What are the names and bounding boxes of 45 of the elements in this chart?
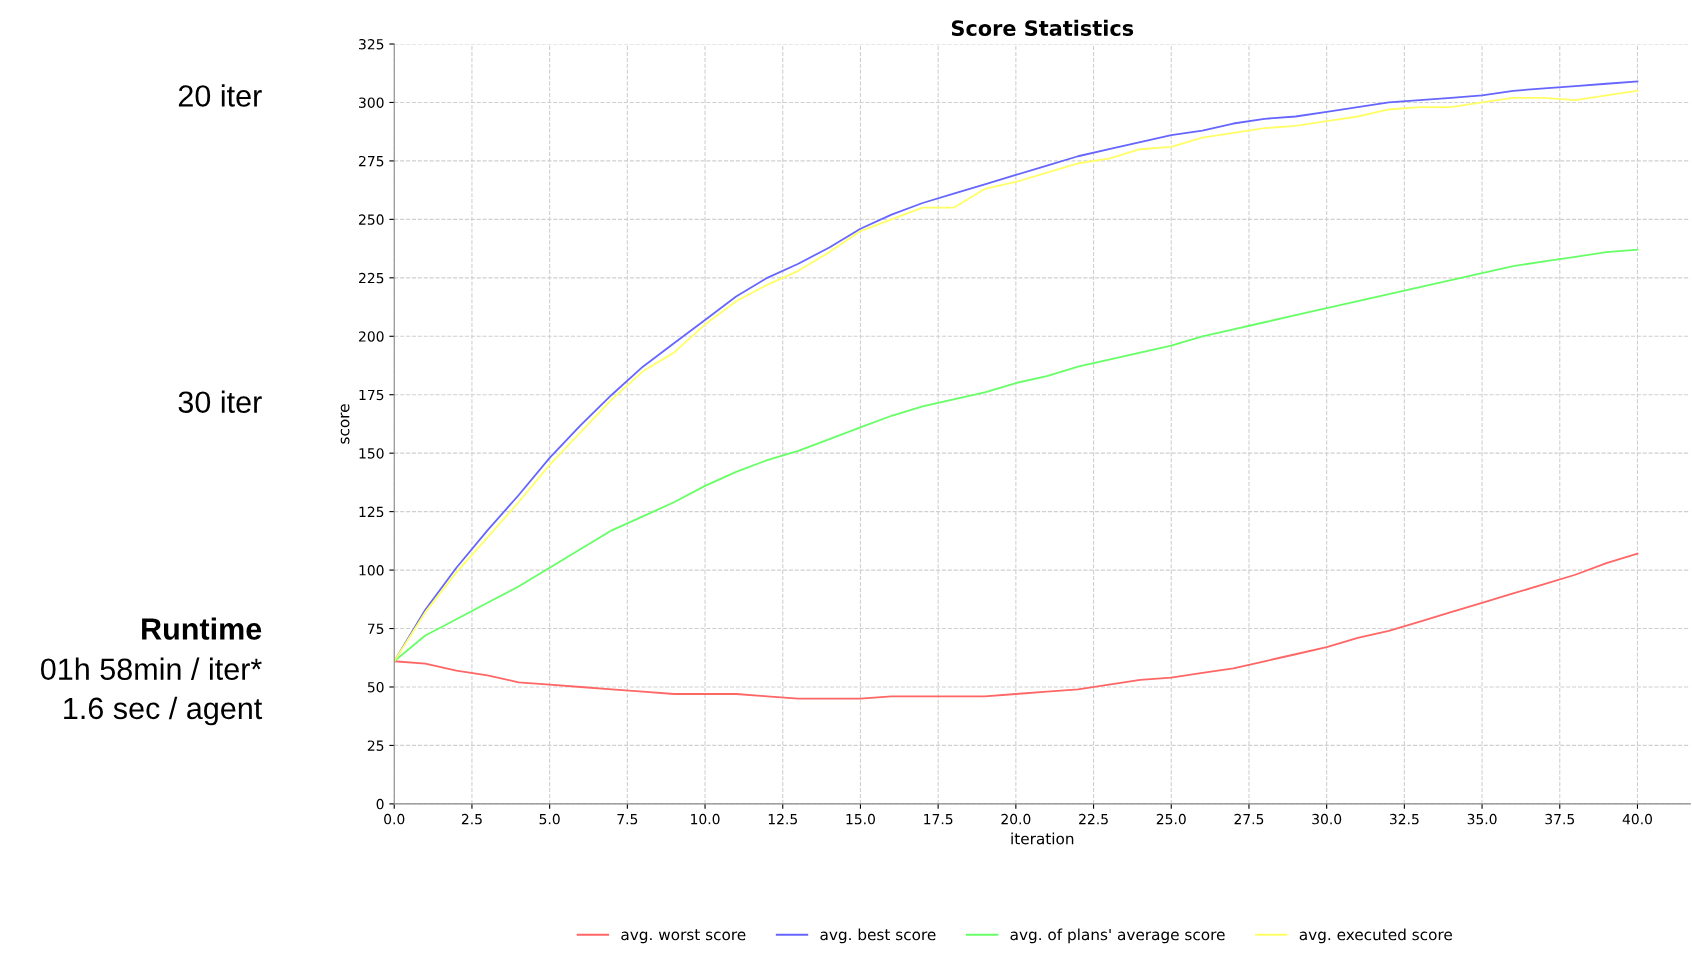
x-tick-label: 32.5 [1389,813,1419,825]
y-tick-label: 50 [367,681,384,693]
x-tick-label: 35.0 [1467,813,1497,825]
y-tick-label: 100 [359,565,384,576]
y-tick-label: 25 [367,740,384,751]
x-tick-label: 27.5 [1234,813,1264,825]
chart-title: Score Statistics [951,19,1134,36]
x-tick-label: 12.5 [768,813,797,825]
text: 1.6 sec / agent [64,696,263,726]
x-tick-label: 2.5 [461,813,482,825]
y-tick-label: 125 [359,506,384,518]
y-tick-label: 250 [359,214,384,225]
x-tick-label: 10.0 [691,813,720,825]
x-tick-label: 15.0 [846,813,875,825]
x-tick-label: 0.0 [384,813,405,825]
x-tick-label: 7.5 [617,814,638,825]
text: 01h 58min / iter* [40,657,262,681]
y-tick-label: 175 [359,389,384,401]
x-tick-label: 22.5 [1079,813,1108,825]
text: 30 iter [178,390,262,414]
x-axis-title: iteration [1011,832,1074,845]
y-axis-title: score [340,404,350,444]
x-tick-label: 25.0 [1156,813,1186,825]
legend-label: avg. best score [820,928,936,944]
y-tick-label: 300 [359,97,384,108]
y-tick-label: 0 [376,798,384,810]
y-tick-label: 75 [367,623,384,634]
x-tick-label: 17.5 [924,814,953,825]
legend-label: avg. worst score [621,929,746,944]
y-tick-label: 150 [359,448,384,459]
x-tick-label: 37.5 [1545,813,1575,825]
line-series [394,248,1639,663]
legend-label: avg. executed score [1299,928,1452,944]
y-tick-label: 275 [359,155,384,167]
legend-label: avg. of plans' average score [1010,928,1225,944]
x-tick-label: 20.0 [1001,813,1031,825]
x-tick-label: 40.0 [1622,813,1653,825]
x-tick-label: 5.0 [539,813,560,825]
y-tick-label: 225 [359,272,384,284]
y-tick-label: 325 [359,38,384,50]
y-tick-label: 200 [359,331,384,342]
text: 20 iter [178,84,262,107]
line-series [394,552,1639,700]
x-tick-label: 30.0 [1312,813,1342,825]
text: Runtime [142,617,262,640]
